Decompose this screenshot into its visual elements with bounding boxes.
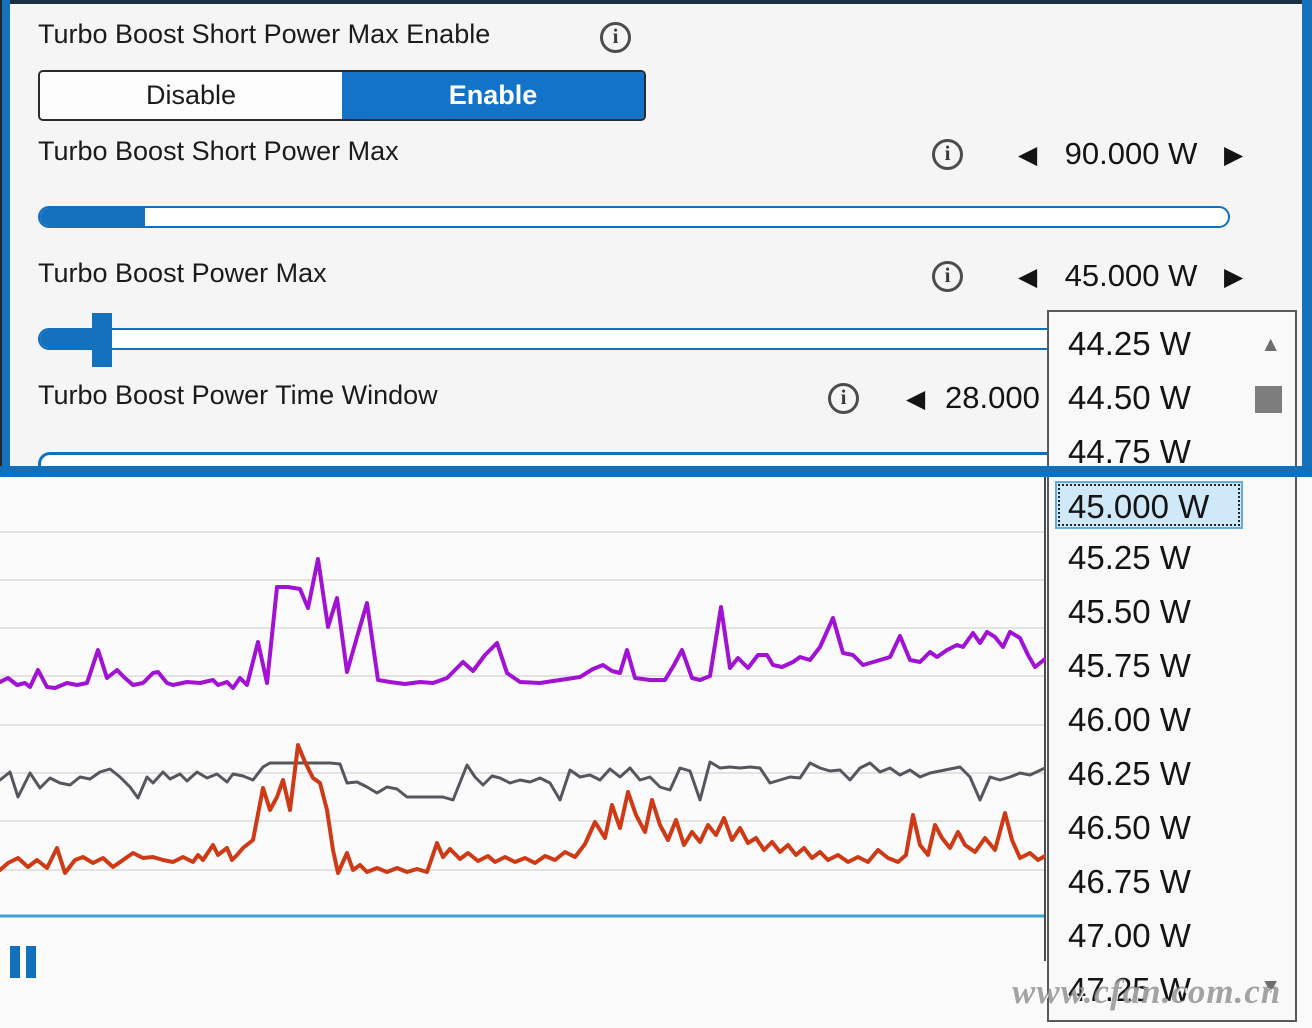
short-power-max-slider-fill xyxy=(40,208,145,226)
dropdown-item[interactable]: 46.25 W xyxy=(1068,755,1191,792)
dropdown-item[interactable]: 46.50 W xyxy=(1068,809,1191,846)
short-power-max-enable-label: Turbo Boost Short Power Max Enable xyxy=(38,19,491,49)
dropdown-item[interactable]: 45.25 W xyxy=(1068,539,1191,576)
chart-svg xyxy=(0,477,1046,961)
power-max-label: Turbo Boost Power Max xyxy=(38,258,327,288)
info-icon[interactable]: i xyxy=(932,139,963,170)
scroll-up-icon[interactable]: ▲ xyxy=(1260,333,1281,356)
power-max-slider-fill xyxy=(40,330,96,348)
power-max-slider-thumb[interactable] xyxy=(92,313,112,367)
info-icon[interactable]: i xyxy=(932,261,963,292)
pause-button[interactable] xyxy=(10,946,50,980)
power-max-value-dropdown: 44.25 W 44.50 W 44.75 W 45.000 W 45.25 W 45.5… xyxy=(1047,310,1297,1022)
dropdown-item-selected[interactable]: 45.000 W xyxy=(1055,481,1243,529)
panel-left-edge xyxy=(0,0,2,467)
disable-option-button[interactable]: Disable xyxy=(40,72,342,119)
scrollbar-thumb[interactable] xyxy=(1255,386,1282,413)
dropdown-item[interactable]: 44.75 W xyxy=(1068,433,1191,470)
scroll-down-icon[interactable]: ▼ xyxy=(1260,975,1281,998)
power-time-window-decrement-arrow[interactable]: ◀ xyxy=(906,385,926,413)
short-power-max-slider[interactable] xyxy=(38,206,1230,228)
dropdown-item[interactable]: 47.00 W xyxy=(1068,917,1191,954)
panel-top-border xyxy=(0,0,1312,4)
short-power-max-enable-toggle: Disable Enable xyxy=(38,70,646,121)
power-time-window-label: Turbo Boost Power Time Window xyxy=(38,380,438,410)
pause-icon xyxy=(10,946,20,978)
power-max-slider[interactable] xyxy=(38,313,1230,367)
info-icon[interactable]: i xyxy=(600,22,631,53)
power-max-increment-arrow[interactable]: ▶ xyxy=(1224,263,1244,291)
tuning-settings-panel: Turbo Boost Short Power Max Enable i Dis… xyxy=(0,0,1312,467)
purple-trace xyxy=(0,557,1046,690)
dropdown-item[interactable]: 46.00 W xyxy=(1068,701,1191,738)
red-trace xyxy=(0,743,1046,875)
panel-bottom-border xyxy=(0,466,1312,477)
dropdown-list: 44.25 W 44.50 W 44.75 W 45.000 W 45.25 W 45.5… xyxy=(1049,317,1295,1017)
power-max-value[interactable]: 45.000 W xyxy=(1064,258,1198,293)
short-power-max-label: Turbo Boost Short Power Max xyxy=(38,136,399,166)
enable-option-button[interactable]: Enable xyxy=(342,72,644,119)
power-time-window-value[interactable]: 28.000 xyxy=(945,380,1040,415)
dropdown-item[interactable]: 45.75 W xyxy=(1068,647,1191,684)
dropdown-item[interactable]: 46.75 W xyxy=(1068,863,1191,900)
dropdown-item[interactable]: 45.50 W xyxy=(1068,593,1191,630)
dropdown-item[interactable]: 44.25 W xyxy=(1068,325,1191,362)
short-power-max-decrement-arrow[interactable]: ◀ xyxy=(1018,141,1038,169)
pause-icon xyxy=(26,946,36,978)
short-power-max-increment-arrow[interactable]: ▶ xyxy=(1224,141,1244,169)
site-watermark: www.cfan.com.cn xyxy=(1012,972,1282,1011)
gray-trace xyxy=(0,760,1046,802)
info-icon[interactable]: i xyxy=(828,383,859,414)
short-power-max-value[interactable]: 90.000 W xyxy=(1064,136,1198,171)
panel-left-border xyxy=(2,0,10,467)
panel-right-border xyxy=(1302,0,1312,467)
dropdown-item[interactable]: 47.25 W xyxy=(1068,971,1191,1008)
dropdown-item[interactable]: 44.50 W xyxy=(1068,379,1191,416)
power-max-decrement-arrow[interactable]: ◀ xyxy=(1018,263,1038,291)
